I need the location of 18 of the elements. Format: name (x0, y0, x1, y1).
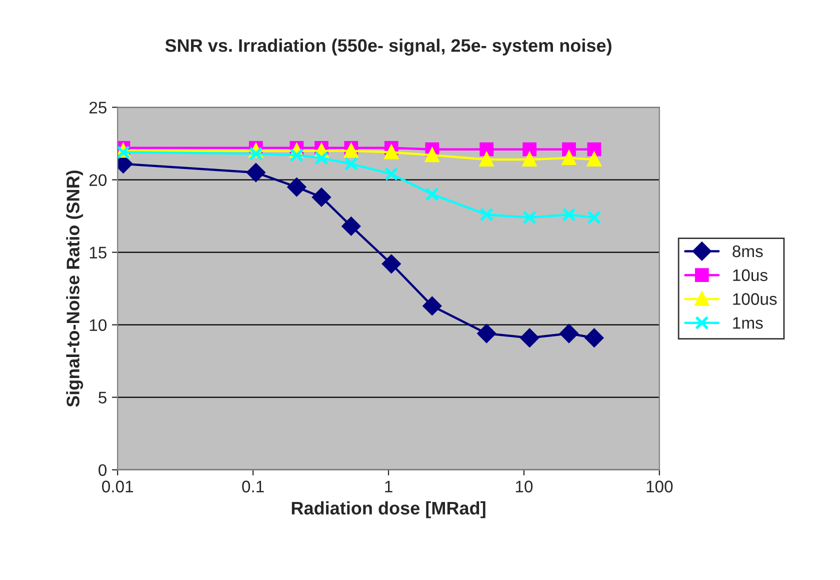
legend-label: 10us (733, 269, 768, 282)
legend-label: 1ms (733, 317, 763, 329)
x-tick-label: 0.01 (102, 480, 134, 492)
x-tick-label: 1 (385, 480, 392, 492)
x-tick-label: 0.1 (242, 480, 264, 492)
y-tick-label: 10 (90, 319, 107, 332)
y-tick-label: 5 (98, 392, 106, 404)
x-axis-title: Radiation dose [MRad] (292, 501, 486, 518)
x-tick-label: 10 (516, 480, 533, 492)
chart-title: SNR vs. Irradiation (550e- signal, 25e- system noise) (165, 38, 612, 56)
x-tick-label: 100 (646, 480, 673, 492)
y-tick-label: 20 (89, 174, 107, 186)
y-axis-title: Signal-to-Noise Ratio (SNR) (66, 170, 84, 407)
legend-label: 8ms (732, 245, 763, 258)
y-tick-label: 15 (90, 246, 106, 259)
legend-label: 100us (733, 293, 777, 305)
y-tick-label: 0 (98, 464, 107, 476)
y-tick-label: 25 (89, 102, 106, 114)
